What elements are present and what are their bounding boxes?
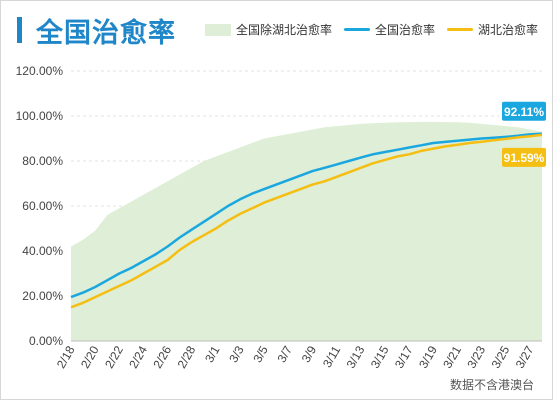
y-tick-label: 100.00%	[16, 109, 64, 123]
title-bar: 全国治愈率	[17, 13, 176, 48]
page-title: 全国治愈率	[36, 17, 176, 48]
y-tick-label: 0.00%	[29, 334, 63, 348]
x-tick-label: 2/28	[175, 343, 199, 371]
x-tick-label: 2/20	[78, 343, 102, 371]
line-series-national	[70, 132, 543, 299]
x-tick-label: 3/9	[299, 343, 320, 365]
x-tick-label: 3/25	[489, 343, 513, 371]
legend-swatch-area	[204, 23, 231, 36]
y-tick-label: 40.00%	[22, 244, 63, 258]
area-series-excl-hubei	[71, 121, 542, 341]
x-tick-label: 3/17	[392, 343, 416, 371]
line-series-hubei	[70, 133, 543, 309]
y-tick-label: 20.00%	[22, 289, 63, 303]
x-tick-label: 3/19	[416, 343, 440, 371]
x-tick-label: 3/21	[440, 343, 464, 371]
x-tick-label: 3/11	[320, 343, 344, 370]
footnote: 数据不含港澳台	[449, 378, 534, 392]
chart-legend: 全国除湖北治愈率 全国治愈率 湖北治愈率	[193, 21, 538, 38]
x-tick-label: 3/5	[250, 343, 271, 365]
x-tick-label: 3/1	[202, 343, 223, 365]
x-tick-label: 2/22	[102, 343, 126, 371]
x-tick-label: 3/3	[226, 343, 247, 365]
x-tick-label: 3/15	[368, 343, 392, 371]
x-tick-label: 3/23	[464, 343, 488, 371]
x-tick-label: 2/24	[126, 343, 150, 371]
y-tick-label: 120.00%	[16, 64, 64, 78]
end-label-national-bg	[502, 101, 546, 121]
legend-item-national: 全国治愈率	[343, 21, 435, 38]
legend-swatch-hubei	[446, 28, 473, 31]
y-tick-label: 60.00%	[22, 199, 63, 213]
x-tick-label: 3/27	[513, 343, 537, 371]
x-tick-label: 3/7	[275, 343, 296, 365]
y-tick-label: 80.00%	[22, 154, 63, 168]
legend-label-area: 全国除湖北治愈率	[235, 23, 332, 37]
end-label-national: 92.11%	[504, 105, 544, 119]
x-tick-label: 3/13	[344, 343, 368, 371]
legend-label-national: 全国治愈率	[374, 23, 435, 37]
end-label-hubei-bg	[502, 147, 546, 167]
x-tick-label: 2/26	[150, 343, 174, 371]
title-accent-bar	[17, 17, 22, 43]
legend-label-hubei: 湖北治愈率	[477, 23, 538, 37]
legend-item-hubei: 湖北治愈率	[446, 21, 538, 38]
legend-item-area: 全国除湖北治愈率	[204, 21, 332, 38]
end-label-hubei: 91.59%	[504, 151, 545, 165]
legend-swatch-national	[343, 28, 370, 31]
